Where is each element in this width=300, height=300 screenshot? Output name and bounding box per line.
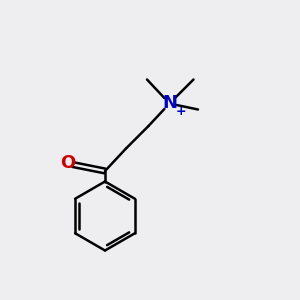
Text: +: +: [176, 105, 186, 119]
Text: O: O: [60, 154, 75, 172]
Text: N: N: [162, 94, 177, 112]
